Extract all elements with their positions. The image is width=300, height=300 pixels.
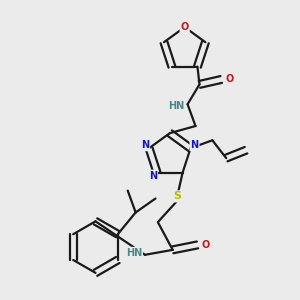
Text: O: O xyxy=(225,74,233,85)
Text: HN: HN xyxy=(126,248,142,258)
Text: S: S xyxy=(174,191,182,201)
Text: N: N xyxy=(141,140,149,150)
Text: O: O xyxy=(201,240,209,250)
Text: HN: HN xyxy=(168,101,184,111)
Text: O: O xyxy=(181,22,189,32)
Text: N: N xyxy=(190,140,199,150)
Text: N: N xyxy=(149,171,157,181)
